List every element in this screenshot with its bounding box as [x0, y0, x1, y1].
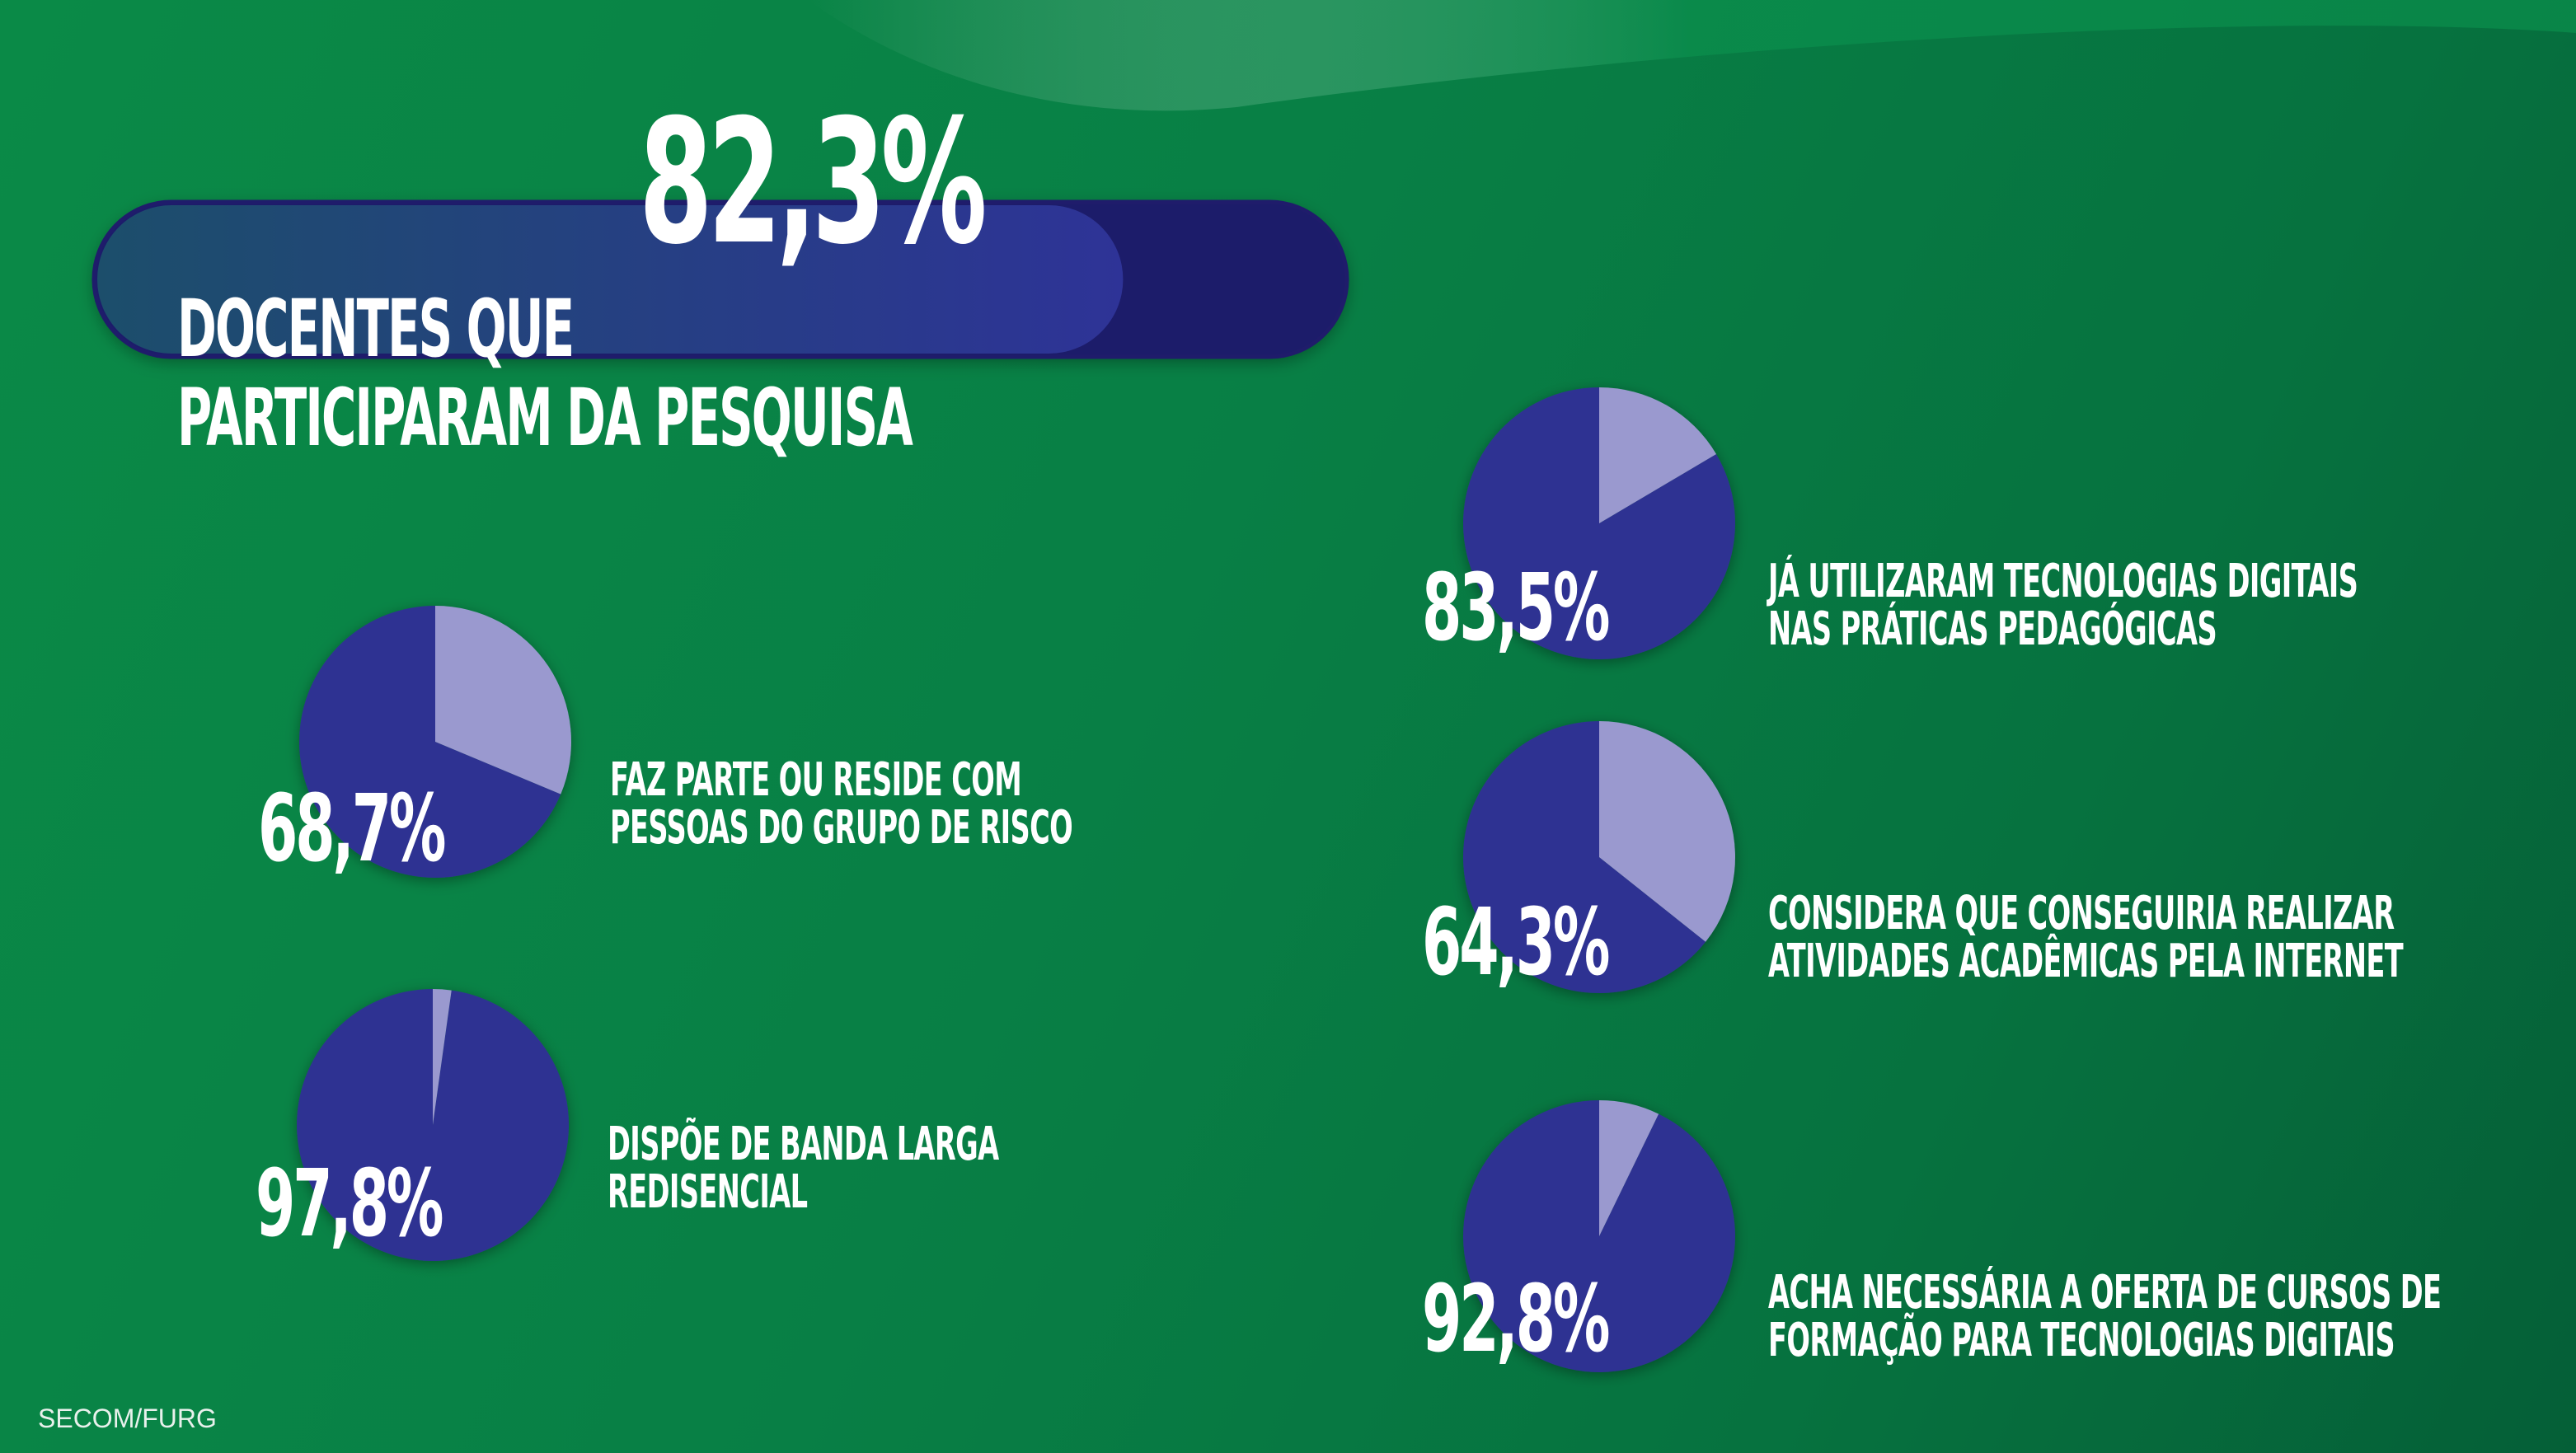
pie-value-digital-tech-used: 83,5%	[1422, 555, 1611, 662]
pie-slice-major	[297, 989, 570, 1261]
pie-slice-minor	[1599, 721, 1735, 942]
pie-chart-online-activities	[1462, 721, 1735, 993]
pie-value-broadband: 97,8%	[256, 1151, 444, 1258]
description-line: ATIVIDADES ACADÊMICAS PELA INTERNET	[1768, 935, 2404, 988]
description-line: FORMAÇÃO PARA TECNOLOGIAS DIGITAIS	[1768, 1314, 2395, 1367]
description-line: REDISENCIAL	[608, 1165, 808, 1219]
description-line: JÁ UTILIZARAM TECNOLOGIAS DIGITAIS	[1768, 555, 2358, 608]
progress-fill	[97, 205, 1124, 354]
progress-outline	[91, 199, 1349, 359]
headline-caption: DOCENTES QUE PARTICIPARAM DA PESQUISA	[177, 283, 913, 464]
pie-description-risk-group: FAZ PARTE OU RESIDE COM PESSOAS DO GRUPO…	[610, 753, 1073, 855]
pie-value-online-activities: 64,3%	[1422, 889, 1611, 996]
pie-slice-major	[298, 606, 561, 878]
pie-description-broadband: DISPÕE DE BANDA LARGA REDISENCIAL	[608, 1121, 999, 1216]
pie-slice-minor	[1599, 387, 1717, 523]
pie-chart-digital-tech-used	[1462, 387, 1735, 659]
pie-slice-minor	[433, 989, 452, 1125]
description-line: CONSIDERA QUE CONSEGUIRIA REALIZAR	[1768, 887, 2395, 940]
description-line: DISPÕE DE BANDA LARGA	[608, 1118, 999, 1171]
pie-value-training-courses: 92,8%	[1422, 1266, 1611, 1373]
pie-slice-major	[1462, 387, 1735, 659]
pie-chart-training-courses	[1462, 1100, 1735, 1372]
pie-slice-minor	[435, 606, 571, 794]
credit-label: SECOM/FURG	[38, 1404, 217, 1433]
pie-slice-major	[1462, 721, 1706, 993]
pie-chart-risk-group	[298, 606, 571, 878]
pie-description-training-courses: ACHA NECESSÁRIA A OFERTA DE CURSOS DE FO…	[1768, 1266, 2442, 1367]
pie-slice-minor	[1599, 1100, 1659, 1236]
pie-description-online-activities: CONSIDERA QUE CONSEGUIRIA REALIZAR ATIVI…	[1768, 887, 2404, 988]
pie-description-digital-tech-used: JÁ UTILIZARAM TECNOLOGIAS DIGITAIS NAS P…	[1768, 558, 2358, 654]
description-line: PESSOAS DO GRUPO DE RISCO	[610, 801, 1073, 855]
headline-caption-line1: DOCENTES QUE	[177, 283, 575, 375]
description-line: NAS PRÁTICAS PEDAGÓGICAS	[1768, 602, 2217, 656]
participation-progress-bar	[91, 199, 1349, 359]
pie-chart-broadband	[297, 989, 570, 1261]
pie-value-risk-group: 68,7%	[258, 776, 447, 883]
headline-caption-line2: PARTICIPARAM DA PESQUISA	[177, 372, 913, 464]
headline-value: 82,3%	[639, 83, 988, 283]
description-line: FAZ PARTE OU RESIDE COM	[610, 753, 1022, 807]
pie-slice-major	[1462, 1100, 1735, 1372]
description-line: ACHA NECESSÁRIA A OFERTA DE CURSOS DE	[1768, 1266, 2442, 1319]
